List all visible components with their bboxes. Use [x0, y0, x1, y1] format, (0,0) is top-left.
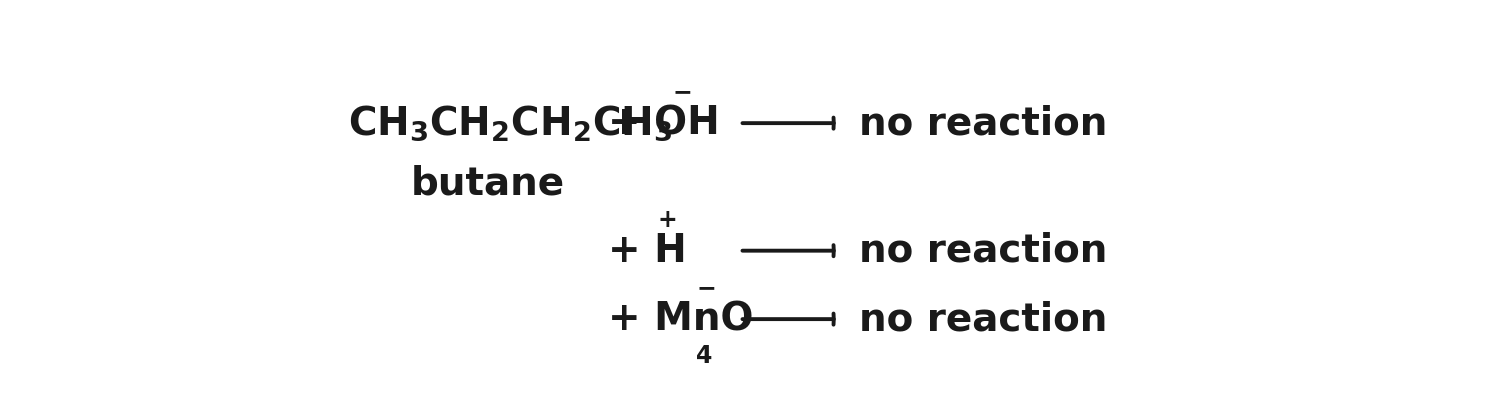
Text: $\bf{CH_3CH_2CH_2CH_3}$: $\bf{CH_3CH_2CH_2CH_3}$ [348, 103, 672, 143]
Text: no reaction: no reaction [859, 300, 1108, 338]
Text: + H: + H [609, 231, 687, 270]
Text: + OH: + OH [609, 104, 720, 142]
Text: +: + [657, 208, 676, 231]
Text: + MnO: + MnO [609, 300, 754, 338]
Text: 4: 4 [696, 345, 712, 368]
Text: −: − [674, 80, 693, 104]
Text: −: − [696, 276, 715, 300]
Text: no reaction: no reaction [859, 104, 1108, 142]
Text: butane: butane [411, 165, 566, 203]
Text: no reaction: no reaction [859, 231, 1108, 270]
